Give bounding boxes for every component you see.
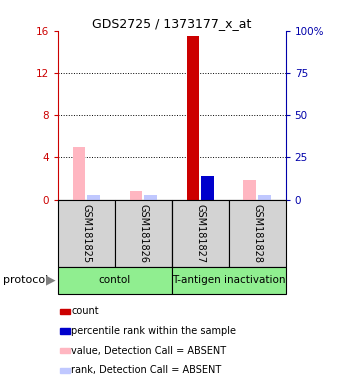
- Text: ▶: ▶: [46, 274, 55, 287]
- Bar: [187, 36, 199, 200]
- Text: contol: contol: [99, 275, 131, 285]
- Bar: [60, 328, 70, 334]
- Bar: [228, 200, 286, 267]
- Text: count: count: [71, 306, 99, 316]
- Title: GDS2725 / 1373177_x_at: GDS2725 / 1373177_x_at: [92, 17, 251, 30]
- Bar: [130, 191, 142, 200]
- Bar: [73, 147, 85, 200]
- Bar: [58, 267, 172, 294]
- Bar: [172, 200, 228, 267]
- Bar: [60, 308, 70, 314]
- Text: GSM181826: GSM181826: [138, 204, 148, 263]
- Bar: [201, 177, 214, 200]
- Bar: [87, 195, 100, 200]
- Text: GSM181825: GSM181825: [81, 204, 91, 263]
- Text: rank, Detection Call = ABSENT: rank, Detection Call = ABSENT: [71, 365, 221, 375]
- Bar: [258, 195, 271, 200]
- Bar: [243, 180, 256, 200]
- Bar: [172, 267, 286, 294]
- Bar: [115, 200, 172, 267]
- Text: percentile rank within the sample: percentile rank within the sample: [71, 326, 236, 336]
- Text: GSM181828: GSM181828: [252, 204, 262, 263]
- Text: protocol: protocol: [3, 275, 49, 285]
- Text: T-antigen inactivation: T-antigen inactivation: [172, 275, 285, 285]
- Text: GSM181827: GSM181827: [195, 204, 205, 263]
- Bar: [60, 367, 70, 373]
- Bar: [60, 348, 70, 353]
- Bar: [58, 200, 115, 267]
- Bar: [144, 195, 157, 200]
- Text: value, Detection Call = ABSENT: value, Detection Call = ABSENT: [71, 346, 226, 356]
